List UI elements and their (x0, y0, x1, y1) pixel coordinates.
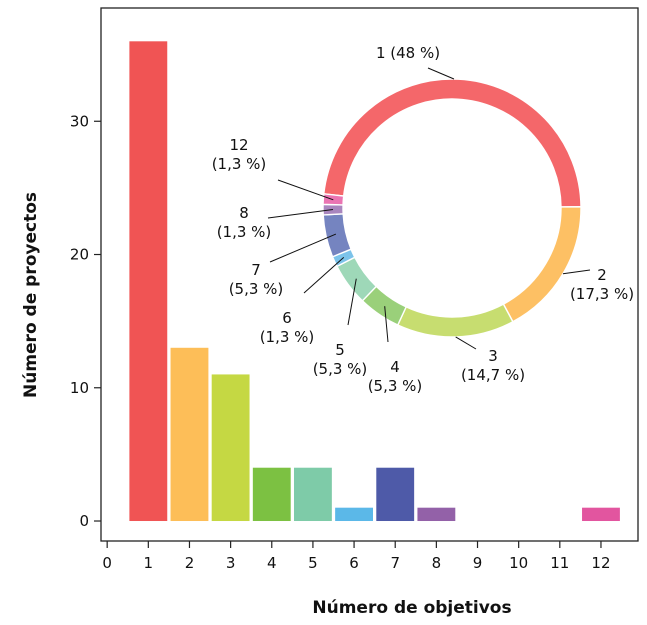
slice-label-6: 6 (282, 309, 292, 327)
leader-line-3 (455, 336, 477, 350)
y-tick-label: 20 (70, 246, 89, 264)
slice-percent-8: (1,3 %) (217, 223, 272, 241)
leader-line-1 (427, 67, 455, 80)
slice-percent-12: (1,3 %) (212, 155, 267, 173)
slice-percent-2: (17,3 %) (570, 285, 634, 303)
leader-line-5 (347, 278, 357, 326)
x-tick-label: 2 (185, 554, 195, 572)
slice-label-2: 2 (597, 266, 607, 284)
x-tick-label: 11 (550, 554, 569, 572)
slice-percent-4: (5,3 %) (368, 377, 423, 395)
x-tick-label: 0 (102, 554, 112, 572)
donut-slice-7 (322, 213, 352, 258)
donut-slice-1 (323, 78, 582, 208)
bar-6 (335, 507, 373, 522)
bar-4 (252, 467, 291, 522)
x-axis: 0 1 2 3 4 5 6 7 8 9 10 11 12 (102, 541, 611, 572)
x-tick-label: 10 (509, 554, 528, 572)
x-tick-label: 1 (144, 554, 154, 572)
y-axis: 0 10 20 30 (70, 112, 101, 530)
y-tick-label: 10 (70, 379, 89, 397)
slice-label-1: 1 (48 %) (376, 44, 440, 62)
y-tick-label: 30 (70, 112, 89, 130)
x-tick-label: 6 (349, 554, 359, 572)
slice-label-12: 12 (229, 136, 248, 154)
slice-percent-3: (14,7 %) (461, 366, 525, 384)
slice-percent-5: (5,3 %) (313, 360, 368, 378)
x-tick-label: 7 (390, 554, 400, 572)
slice-label-5: 5 (335, 341, 345, 359)
bar-2 (170, 347, 209, 522)
leader-line-8 (267, 209, 334, 219)
leader-line-7 (269, 233, 337, 263)
slice-label-7: 7 (251, 261, 261, 279)
bar-5 (293, 467, 332, 522)
slice-label-4: 4 (390, 358, 400, 376)
x-tick-label: 4 (267, 554, 277, 572)
donut-slice-2 (502, 206, 582, 323)
bar-1 (129, 41, 168, 522)
slice-label-3: 3 (488, 347, 498, 365)
bar-3 (211, 374, 250, 522)
plot-frame (100, 7, 639, 542)
leader-line-4 (384, 306, 389, 343)
leader-line-6 (303, 257, 345, 294)
leader-line-2 (562, 269, 591, 275)
y-axis-title: Número de proyectos (21, 192, 41, 398)
donut-chart: 1 (48 %)2(17,3 %)3(14,7 %)4(5,3 %)5(5,3 … (212, 44, 634, 395)
x-tick-label: 9 (473, 554, 483, 572)
donut-slice-8 (322, 203, 344, 216)
slice-percent-7: (5,3 %) (229, 280, 284, 298)
slice-percent-6: (1,3 %) (260, 328, 315, 346)
x-tick-label: 12 (591, 554, 610, 572)
x-tick-label: 8 (432, 554, 442, 572)
slice-label-8: 8 (239, 204, 249, 222)
donut-slice-3 (396, 303, 514, 338)
y-tick-label: 0 (79, 512, 89, 530)
bar-8 (417, 507, 456, 522)
bar-12 (582, 507, 620, 522)
bar-7 (376, 467, 415, 522)
bar-series (129, 41, 620, 522)
x-tick-label: 5 (308, 554, 318, 572)
x-tick-label: 3 (226, 554, 236, 572)
x-axis-title: Número de objetivos (312, 598, 511, 618)
leader-line-12 (277, 179, 334, 201)
